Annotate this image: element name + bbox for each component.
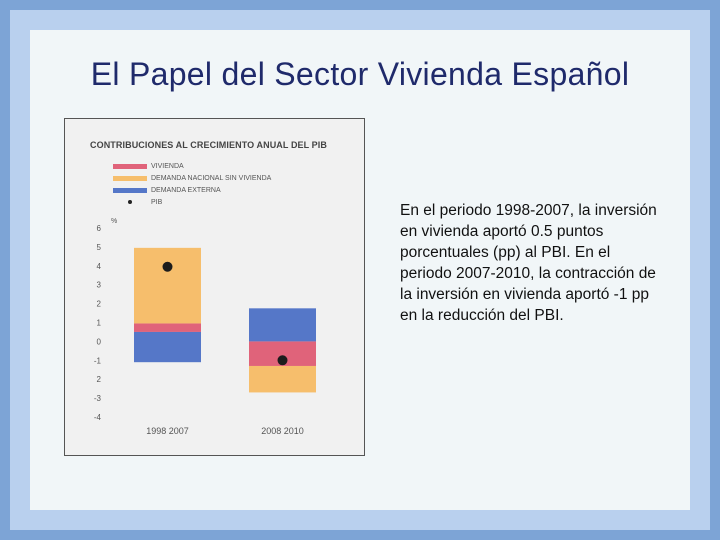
y-tick-label-0: 6 [97, 224, 102, 233]
bar-segment-demanda-externa-1 [249, 308, 316, 342]
legend-label-pib: PIB [151, 198, 163, 206]
pib-point-1 [277, 355, 288, 366]
legend-item-vivienda: VIVIENDA [113, 160, 271, 172]
bar-segment-demanda-nacional-sin-vivienda-0 [134, 247, 201, 324]
bar-segment-demanda-nacional-sin-vivienda-1 [249, 365, 316, 393]
chart-title: CONTRIBUCIONES AL CRECIMIENTO ANUAL DEL … [90, 140, 327, 150]
chart-panel: % 6 5 4 3 2 1 0 -1 2 -3 -4 1998 2007 2008 2010 [64, 118, 365, 456]
legend-swatch-demanda-externa [113, 187, 147, 193]
y-tick-label-6: 0 [97, 337, 102, 346]
y-tick-label-8: 2 [97, 375, 102, 384]
y-tick-label-1: 5 [97, 243, 102, 252]
legend-label-demanda-nacional: DEMANDA NACIONAL SIN VIVIENDA [151, 174, 272, 182]
legend-label-demanda-externa: DEMANDA EXTERNA [151, 186, 221, 194]
y-tick-label-3: 3 [97, 281, 102, 290]
chart-legend: VIVIENDA DEMANDA NACIONAL SIN VIVIENDA D… [113, 160, 271, 208]
legend-label-vivienda: VIVIENDA [151, 162, 184, 170]
y-axis-unit-label: % [111, 218, 117, 225]
y-tick-label-2: 4 [97, 262, 102, 271]
y-tick-label-4: 2 [97, 300, 102, 309]
legend-dot-pib [128, 200, 132, 204]
x-category-label-0: 1998 2007 [146, 426, 189, 436]
legend-swatch-demanda-nacional [113, 175, 147, 181]
legend-item-demanda-externa: DEMANDA EXTERNA [113, 184, 271, 196]
x-category-label-1: 2008 2010 [261, 426, 304, 436]
y-tick-label-10: -4 [94, 413, 102, 422]
slide-body-text: En el periodo 1998-2007, la inversión en… [400, 202, 657, 324]
y-tick-label-9: -3 [94, 394, 102, 403]
y-tick-label-7: -1 [94, 356, 102, 365]
chart-svg: % 6 5 4 3 2 1 0 -1 2 -3 -4 1998 2007 2008 2010 [94, 218, 316, 436]
legend-swatch-vivienda [113, 163, 147, 169]
y-tick-label-5: 1 [97, 319, 102, 328]
bar-segment-vivienda-0 [134, 323, 201, 332]
pib-point-0 [162, 261, 173, 272]
legend-item-demanda-nacional: DEMANDA NACIONAL SIN VIVIENDA [113, 172, 271, 184]
slide-title: El Papel del Sector Vivienda Español [90, 56, 630, 92]
legend-item-pib: PIB [113, 196, 271, 208]
bar-segment-demanda-externa-0 [134, 331, 201, 363]
